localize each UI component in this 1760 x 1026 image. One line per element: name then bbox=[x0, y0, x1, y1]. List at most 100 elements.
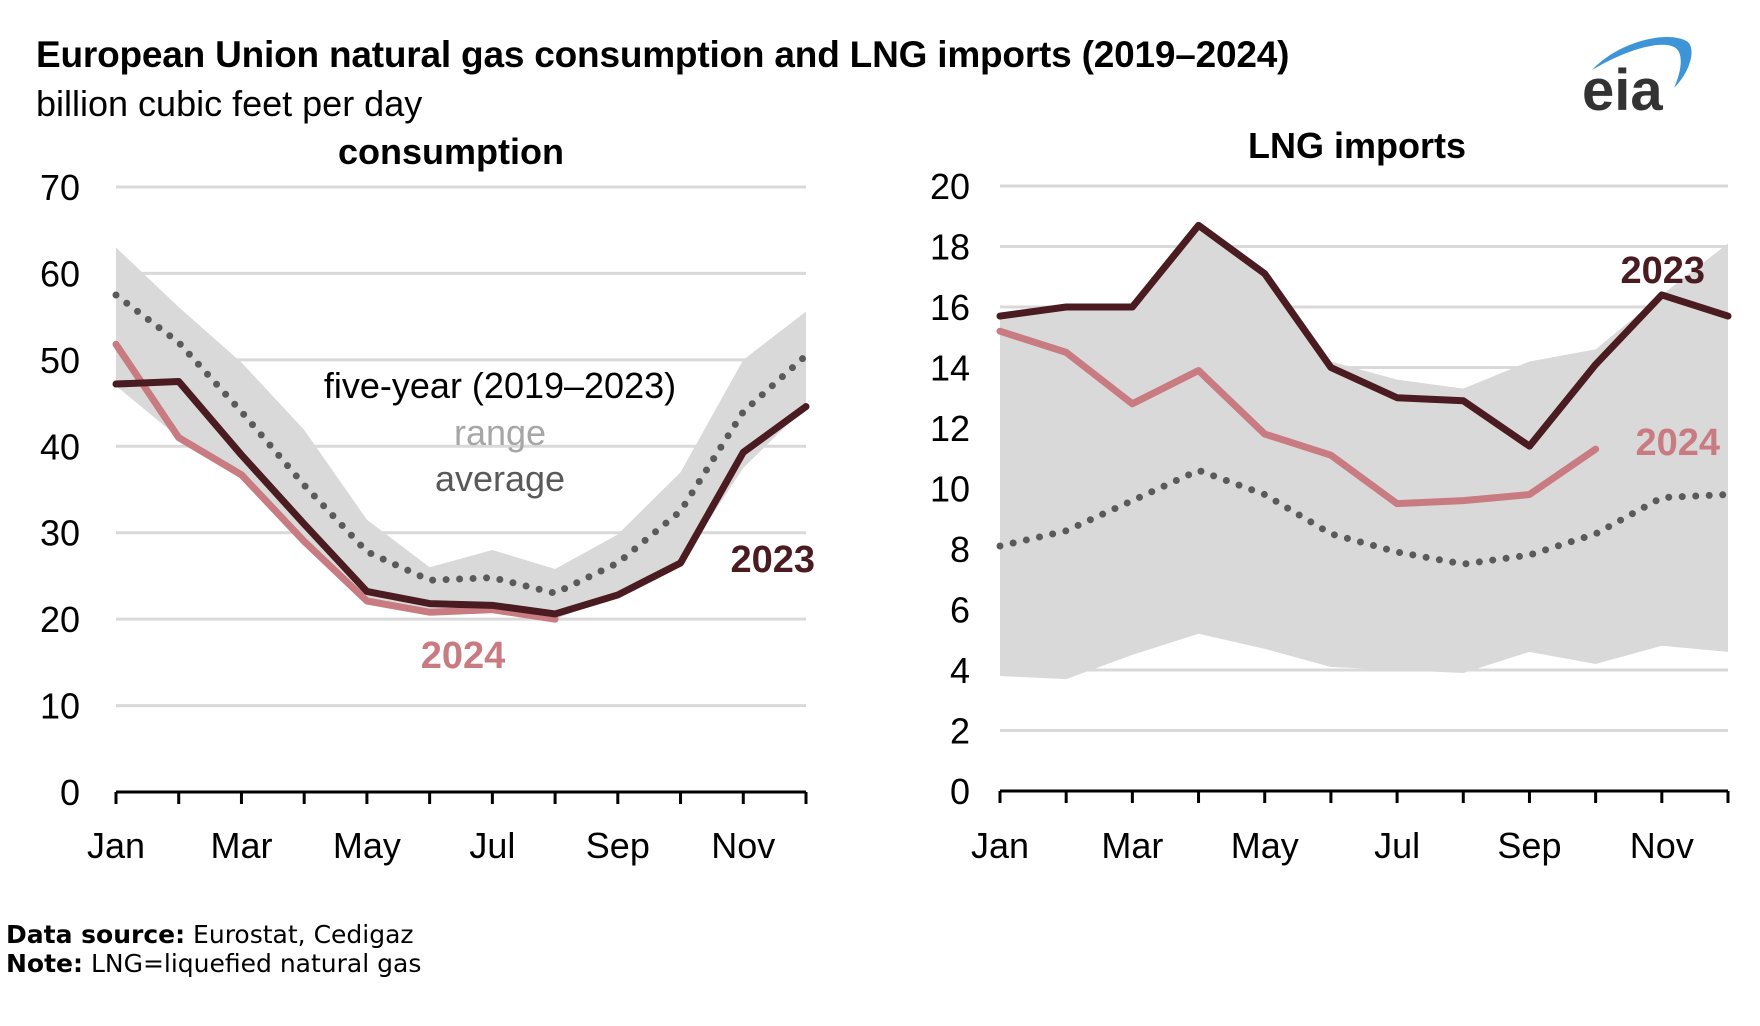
data-point-y2024-apr bbox=[1196, 368, 1202, 374]
y-tick-label: 60 bbox=[40, 253, 80, 294]
data-point-y2024-sep bbox=[1526, 492, 1532, 498]
data-point-y2024-jul bbox=[1394, 501, 1400, 507]
panel-title: LNG imports bbox=[1248, 125, 1466, 166]
data-point-y2024-jan bbox=[997, 328, 1003, 334]
data-point-range-upper-jan bbox=[113, 245, 119, 251]
y-tick-label: 6 bbox=[950, 590, 970, 631]
data-point-average-nov bbox=[1659, 495, 1665, 501]
y-tick-label: 50 bbox=[40, 340, 80, 381]
data-point-average-apr bbox=[1196, 467, 1202, 473]
logo-text: eia bbox=[1582, 58, 1663, 118]
data-point-y2023-jun bbox=[1328, 365, 1334, 371]
data-point-average-sep bbox=[615, 560, 621, 566]
data-point-average-sep bbox=[1526, 552, 1532, 558]
data-source-line: Data source: Eurostat, Cedigaz bbox=[6, 920, 421, 949]
data-point-y2023-may bbox=[364, 588, 370, 594]
annotation-label-2024: 2024 bbox=[421, 635, 506, 677]
data-point-y2023-mar bbox=[238, 452, 244, 458]
y-tick-label: 20 bbox=[40, 599, 80, 640]
series-2024-line bbox=[112, 340, 559, 623]
five-year-average-line bbox=[996, 466, 1732, 568]
data-point-average-jan bbox=[997, 543, 1003, 549]
y-tick-label: 70 bbox=[40, 167, 80, 208]
lng-imports-panel: LNG imports 0 2 4 6 8 10 12 14 16 18 20 Jan Mar May Jul… bbox=[930, 125, 1732, 866]
data-point-y2023-feb bbox=[1063, 304, 1069, 310]
data-point-y2023-sep bbox=[615, 592, 621, 598]
y-tick-label: 10 bbox=[930, 469, 970, 510]
footer: Data source: Eurostat, Cedigaz Note: LNG… bbox=[6, 920, 421, 978]
data-point-y2024-apr bbox=[301, 538, 307, 544]
x-tick-label: May bbox=[333, 825, 401, 866]
chart-subtitle: billion cubic feet per day bbox=[36, 83, 423, 124]
series-2023-line bbox=[996, 221, 1732, 450]
data-point-y2023-jul bbox=[1394, 395, 1400, 401]
data-point-average-may bbox=[364, 549, 370, 555]
five-year-average-line bbox=[112, 291, 810, 597]
data-point-y2024-jun bbox=[1328, 452, 1334, 458]
data-point-average-mar bbox=[238, 409, 244, 415]
data-point-y2023-oct bbox=[1593, 361, 1599, 367]
data-point-range-upper-sep bbox=[1526, 358, 1532, 364]
x-tick-label: Jan bbox=[87, 825, 145, 866]
data-point-y2024-feb bbox=[176, 435, 182, 441]
data-point-range-upper-aug bbox=[552, 566, 558, 572]
data-point-range-lower-jan bbox=[997, 673, 1003, 679]
data-point-y2024-jan bbox=[113, 341, 119, 347]
y-tick-label: 8 bbox=[950, 529, 970, 570]
data-point-y2024-jun bbox=[427, 609, 433, 615]
data-point-average-oct bbox=[1593, 531, 1599, 537]
annotation-five-year: five-year (2019–2023) bbox=[324, 365, 676, 406]
data-point-y2024-may bbox=[1262, 431, 1268, 437]
data-point-y2023-apr bbox=[1196, 222, 1202, 228]
note-label: Note: bbox=[6, 949, 84, 978]
data-point-range-lower-aug bbox=[1460, 670, 1466, 676]
data-point-range-lower-nov bbox=[740, 465, 746, 471]
data-point-y2024-mar bbox=[238, 472, 244, 478]
data-point-range-lower-oct bbox=[1593, 661, 1599, 667]
data-point-y2023-oct bbox=[678, 560, 684, 566]
annotation-label-2023: 2023 bbox=[1620, 250, 1705, 292]
data-point-average-feb bbox=[176, 340, 182, 346]
data-point-range-lower-may bbox=[1262, 646, 1268, 652]
data-point-range-upper-aug bbox=[1460, 386, 1466, 392]
data-point-average-jun bbox=[427, 577, 433, 583]
y-tick-label: 4 bbox=[950, 650, 970, 691]
data-point-y2023-jun bbox=[427, 601, 433, 607]
data-point-range-lower-dec bbox=[1725, 649, 1731, 655]
data-point-average-jan bbox=[113, 292, 119, 298]
eia-logo-icon: eia bbox=[1582, 37, 1692, 118]
note-line: Note: LNG=liquefied natural gas bbox=[6, 949, 421, 978]
data-point-range-upper-jun bbox=[427, 564, 433, 570]
data-point-y2023-sep bbox=[1526, 443, 1532, 449]
data-point-range-upper-feb bbox=[176, 304, 182, 310]
y-tick-label: 20 bbox=[930, 166, 970, 207]
data-point-range-upper-apr bbox=[301, 427, 307, 433]
data-point-range-lower-nov bbox=[1659, 643, 1665, 649]
x-tick-label: Sep bbox=[1497, 825, 1561, 866]
data-point-average-aug bbox=[1460, 561, 1466, 567]
data-point-average-apr bbox=[301, 482, 307, 488]
data-point-y2023-nov bbox=[740, 449, 746, 455]
data-point-range-upper-dec bbox=[1725, 240, 1731, 246]
x-tick-label: Nov bbox=[1630, 825, 1694, 866]
y-tick-label: 10 bbox=[40, 686, 80, 727]
data-point-y2024-mar bbox=[1129, 401, 1135, 407]
data-point-range-upper-sep bbox=[615, 531, 621, 537]
data-point-y2024-oct bbox=[1593, 446, 1599, 452]
data-point-range-lower-apr bbox=[1196, 631, 1202, 637]
data-point-y2023-apr bbox=[301, 521, 307, 527]
data-point-y2024-aug bbox=[552, 616, 558, 622]
data-point-range-upper-jun bbox=[1328, 358, 1334, 364]
data-point-y2023-nov bbox=[1659, 292, 1665, 298]
data-point-average-may bbox=[1262, 492, 1268, 498]
data-point-average-jun bbox=[1328, 531, 1334, 537]
data-point-average-oct bbox=[678, 508, 684, 514]
data-point-average-mar bbox=[1129, 498, 1135, 504]
x-tick-label: Jul bbox=[1374, 825, 1420, 866]
consumption-panel: consumption 0 10 20 30 40 50 60 70 Jan Mar May Jul Se… bbox=[40, 131, 815, 866]
x-tick-label: Nov bbox=[711, 825, 775, 866]
data-point-range-lower-mar bbox=[1129, 652, 1135, 658]
panel-title: consumption bbox=[338, 131, 564, 172]
data-point-y2024-jul bbox=[489, 607, 495, 613]
